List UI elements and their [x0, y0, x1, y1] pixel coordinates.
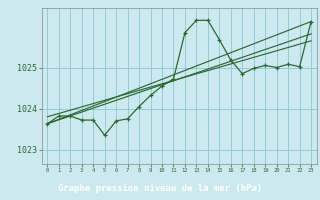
Text: Graphe pression niveau de la mer (hPa): Graphe pression niveau de la mer (hPa): [58, 184, 262, 193]
